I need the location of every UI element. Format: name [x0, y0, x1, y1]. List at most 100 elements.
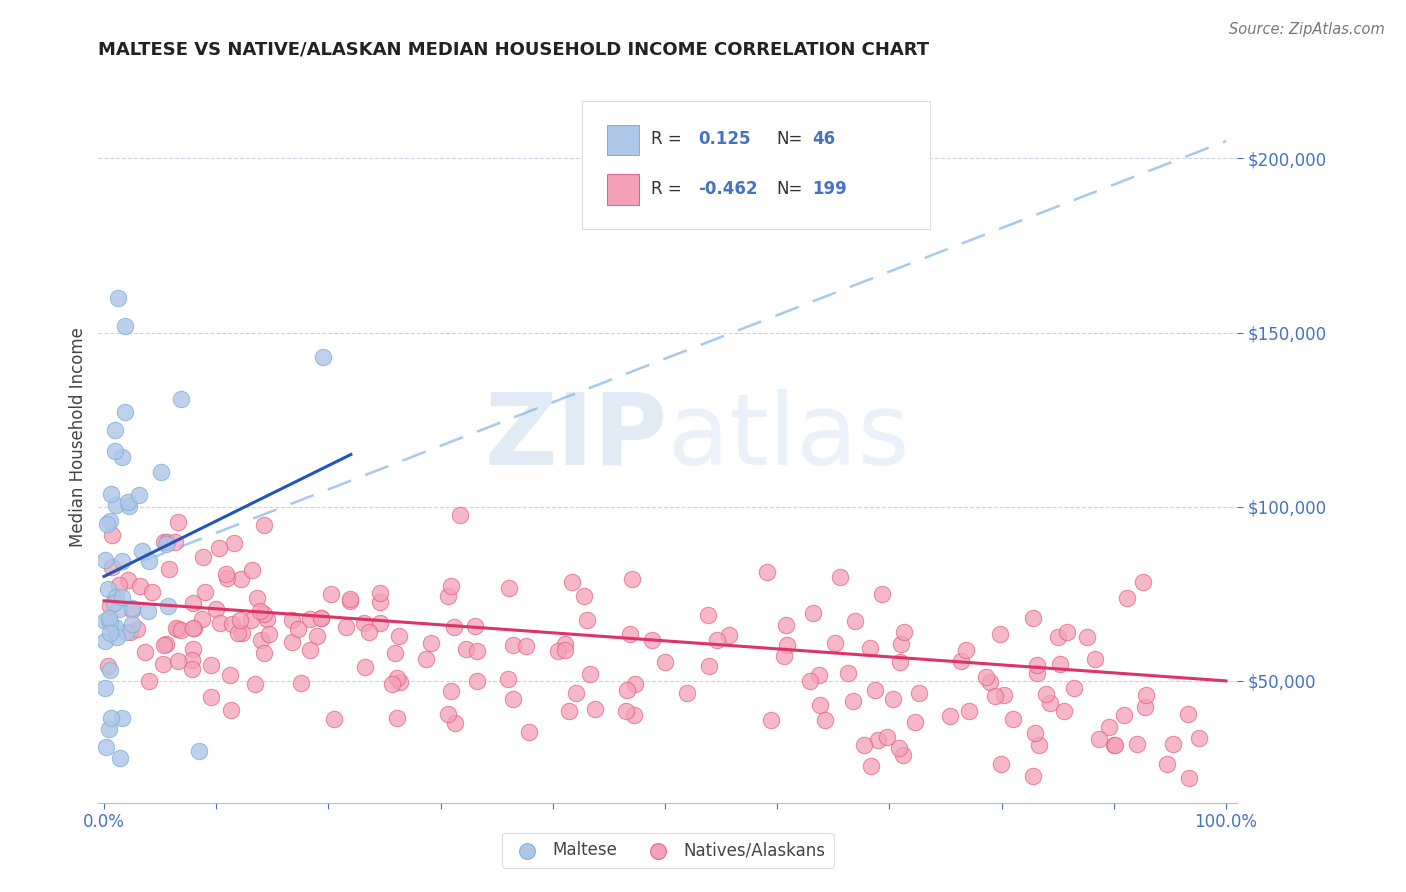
Point: [114, 318, 136, 333]
Point: [181, 642, 204, 657]
Point: [170, 392, 193, 407]
Point: [443, 619, 465, 633]
Point: [111, 591, 134, 605]
Point: [641, 632, 664, 647]
Point: [808, 668, 831, 682]
Point: [209, 616, 232, 631]
Point: [312, 350, 335, 364]
Point: [696, 607, 718, 622]
Legend: Maltese, Natives/Alaskans: Maltese, Natives/Alaskans: [502, 833, 834, 868]
Point: [1049, 657, 1071, 672]
Point: [339, 591, 361, 606]
Point: [939, 709, 962, 723]
Point: [111, 450, 134, 464]
Point: [98, 514, 121, 528]
Point: [153, 535, 176, 549]
Point: [118, 499, 141, 513]
Point: [165, 535, 187, 549]
Point: [256, 611, 278, 625]
Point: [249, 604, 271, 618]
Point: [188, 743, 211, 757]
Point: [993, 689, 1015, 703]
Point: [799, 673, 821, 688]
Text: 46: 46: [813, 130, 835, 148]
Point: [108, 750, 131, 764]
Point: [94, 739, 117, 754]
Point: [98, 599, 121, 614]
Point: [181, 653, 204, 667]
Point: [454, 642, 477, 657]
Point: [217, 571, 239, 585]
Text: MALTESE VS NATIVE/ALASKAN MEDIAN HOUSEHOLD INCOME CORRELATION CHART: MALTESE VS NATIVE/ALASKAN MEDIAN HOUSEHO…: [98, 41, 929, 59]
Point: [240, 563, 263, 577]
Point: [181, 662, 204, 676]
Point: [107, 578, 129, 592]
Point: [465, 673, 488, 688]
Point: [388, 629, 411, 643]
Point: [882, 691, 904, 706]
Point: [121, 616, 143, 631]
Point: [1135, 699, 1157, 714]
Point: [114, 405, 136, 419]
Point: [868, 733, 890, 747]
Point: [554, 643, 576, 657]
Text: N=: N=: [776, 180, 803, 198]
Point: [200, 690, 222, 705]
Bar: [607, 175, 640, 205]
Point: [440, 579, 463, 593]
Point: [156, 599, 179, 614]
Point: [502, 692, 524, 706]
Point: [117, 574, 139, 588]
Point: [876, 730, 898, 744]
Point: [94, 553, 117, 567]
Point: [368, 586, 391, 600]
Point: [1163, 737, 1185, 751]
Point: [828, 570, 851, 584]
Text: N=: N=: [776, 130, 803, 148]
Point: [1177, 706, 1199, 721]
Point: [498, 673, 520, 687]
Point: [1188, 731, 1211, 745]
Point: [824, 636, 846, 650]
Point: [183, 596, 205, 610]
Point: [988, 627, 1011, 641]
Point: [245, 677, 267, 691]
Point: [138, 673, 160, 688]
Point: [1021, 611, 1043, 625]
Text: R =: R =: [651, 180, 682, 198]
Text: 199: 199: [813, 180, 848, 198]
Point: [415, 651, 437, 665]
Point: [121, 601, 143, 615]
Text: ZIP: ZIP: [485, 389, 668, 485]
Point: [1088, 732, 1111, 747]
Point: [557, 704, 579, 718]
Point: [419, 636, 441, 650]
Point: [706, 632, 728, 647]
Point: [436, 589, 458, 603]
Point: [387, 671, 409, 685]
Point: [321, 587, 343, 601]
Point: [775, 618, 797, 632]
Point: [1112, 707, 1135, 722]
Point: [772, 649, 794, 664]
Point: [191, 612, 214, 626]
Point: [564, 686, 586, 700]
Point: [1132, 574, 1154, 589]
Point: [560, 574, 582, 589]
Point: [322, 712, 344, 726]
Point: [309, 611, 332, 625]
FancyBboxPatch shape: [582, 101, 929, 228]
Point: [1178, 771, 1201, 785]
Point: [1026, 666, 1049, 681]
Point: [305, 629, 328, 643]
Point: [776, 639, 799, 653]
Text: -0.462: -0.462: [699, 180, 758, 198]
Point: [128, 488, 150, 502]
Point: [1102, 738, 1125, 752]
Point: [498, 582, 520, 596]
Point: [756, 565, 779, 579]
Point: [1135, 688, 1157, 702]
Point: [138, 604, 160, 618]
Point: [101, 560, 124, 574]
Point: [117, 494, 139, 508]
